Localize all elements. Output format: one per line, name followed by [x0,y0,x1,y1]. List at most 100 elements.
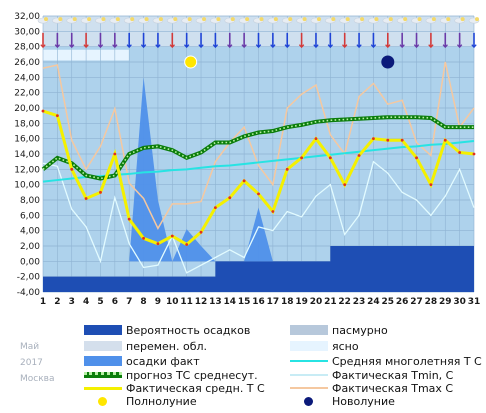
sun-icon [216,17,221,22]
sun-icon [288,17,293,22]
x-tick-label: 11 [180,297,193,307]
x-axis-ticks: 1 2 3 4 5 6 7 8 9 10 11 12 13 14 15 16 17 18 19 20 21 22 23 24 2… [40,297,480,307]
series-point-fact-avg [429,183,433,187]
series-point-fact-avg [127,217,131,221]
sun-icon [316,17,321,22]
series-point-fact-avg [458,151,462,154]
x-tick-label: 18 [281,297,294,307]
x-tick-label: 17 [267,297,280,307]
arrowhead-icon [342,44,348,49]
x-tick-label: 4 [83,297,89,307]
sun-icon [158,17,163,22]
series-point-fact-avg [415,156,418,160]
x-tick-label: 27 [410,297,423,307]
arrowhead-icon [169,44,175,49]
y-tick-label: 28,00 [14,43,40,53]
x-tick-label: 23 [353,297,366,307]
series-point-fact-avg [285,167,289,171]
y-tick-label: 32,00 [14,12,40,22]
sun-icon [44,17,48,22]
sun-icon [417,17,422,22]
series-point-fact-avg [300,156,303,160]
arrowhead-icon [356,44,362,49]
arrowhead-icon [183,44,190,49]
sun-icon [475,17,479,22]
x-tick-label: 28 [425,297,438,307]
sun-icon [403,17,408,22]
y-tick-label: 16,00 [14,135,40,145]
x-tick-label: 21 [324,297,337,307]
series-point-fact-avg [372,137,375,141]
x-tick-label: 8 [140,297,146,307]
x-tick-label: 31 [468,297,481,307]
arrowhead-icon [241,44,247,49]
x-tick-label: 19 [295,297,308,307]
sun-icon [187,17,192,22]
x-tick-label: 20 [310,297,323,307]
x-tick-label: 13 [209,297,222,307]
arrowhead-icon [198,44,204,49]
series-point-fact-avg [156,242,160,246]
series-line-forecast [41,115,474,181]
x-tick-label: 30 [453,297,466,307]
sun-icon [360,17,365,22]
arrowhead-icon [327,44,334,49]
y-axis-ticks: -4,00 -2,00 0,00 2,00 4,00 6,00 8,00 10,00 12,00… [14,12,40,298]
y-tick-label: 2,00 [20,242,40,252]
x-tick-label: 6 [112,297,118,307]
x-tick-label: 24 [367,297,380,307]
precip-fact-area [43,77,474,262]
series-point-fact-avg [113,152,117,156]
x-tick-label: 2 [54,297,60,307]
y-tick-label: 20,00 [14,104,40,114]
arrowhead-icon [40,44,46,49]
y-tick-label: 4,00 [20,227,40,237]
sun-icon [173,17,178,22]
y-tick-label: 26,00 [14,58,40,68]
arrowhead-icon [385,44,391,49]
weather-icon-row [37,17,480,49]
series-point-fact-avg [41,109,45,113]
arrowhead-icon [140,44,147,49]
full-moon-marker [184,55,198,69]
x-tick-label: 10 [166,297,179,307]
y-tick-label: 22,00 [14,89,40,99]
sun-icon [446,17,451,22]
x-tick-label: 15 [238,297,251,307]
arrowhead-icon [313,44,319,49]
series-point-fact-avg [84,197,88,200]
arrowhead-icon [413,44,420,49]
series-point-fact-avg [170,234,174,238]
precipitation-areas [43,77,474,292]
arrowhead-icon [456,44,463,49]
x-tick-label: 29 [439,297,452,307]
y-tick-label: 18,00 [14,119,40,129]
arrowhead-icon [255,44,262,49]
series-point-fact-avg [185,243,189,246]
series-point-fact-avg [214,206,217,210]
arrowhead-icon [212,44,219,49]
series-point-fact-avg [242,179,246,183]
x-tick-label: 1 [40,297,46,307]
moon-phase-markers [184,55,395,69]
series-point-fact-avg [55,114,59,118]
series-point-fact-avg [228,196,232,200]
sun-icon [72,17,77,22]
sun-icon [202,17,207,22]
arrowhead-icon [69,44,75,49]
y-tick-label: -4,00 [17,288,41,298]
arrowhead-icon [126,44,132,49]
x-tick-label: 16 [252,297,265,307]
arrowhead-icon [399,44,405,49]
y-tick-label: 6,00 [20,211,40,221]
precip-probability-area [43,246,474,292]
series-point-fact-avg [271,210,275,213]
sun-icon [460,17,465,22]
series-point-fact-avg [472,152,476,156]
sun-icon [431,17,436,22]
arrowhead-icon [370,44,377,49]
y-tick-label: 12,00 [14,165,40,175]
sun-icon [230,17,235,22]
arrowhead-icon [97,44,104,49]
